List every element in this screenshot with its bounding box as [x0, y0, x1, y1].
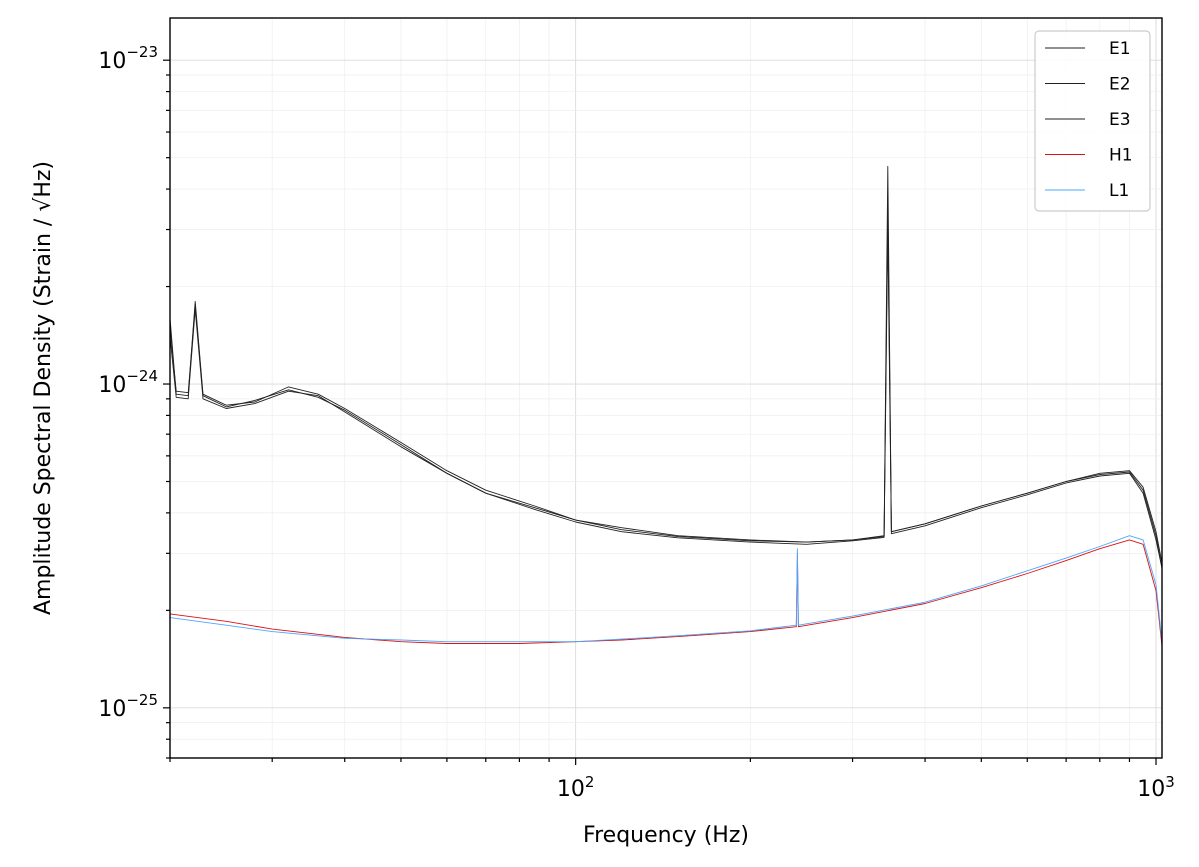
y-tick-label: 10−23	[98, 43, 158, 74]
x-tick-label: 103	[1137, 773, 1175, 802]
series-line-l1	[170, 535, 1162, 643]
y-tick-label: 10−24	[98, 367, 158, 398]
plot-frame	[169, 17, 1163, 759]
series-line-h1	[170, 539, 1162, 647]
y-tick-label: 10−25	[98, 691, 158, 722]
legend-label-e1: E1	[1109, 39, 1131, 59]
legend-box	[1034, 30, 1151, 212]
series-line-e1	[170, 165, 1162, 564]
legend-label-h1: H1	[1109, 146, 1133, 166]
series-line-e2	[170, 207, 1162, 569]
x-tick-label: 102	[557, 773, 595, 802]
series-group	[170, 165, 1162, 647]
legend-label-l1: L1	[1109, 181, 1129, 201]
axis-ticks: 102 103 10−25 10−24 10−23	[98, 43, 1174, 802]
series-line-e3	[170, 229, 1162, 569]
y-axis-label: Amplitude Spectral Density (Strain / √Hz…	[31, 161, 56, 615]
legend: E1 E2 E3 H1 L1	[1034, 30, 1151, 212]
x-axis-label: Frequency (Hz)	[583, 823, 749, 848]
legend-label-e3: E3	[1109, 110, 1131, 130]
grid-lines	[169, 18, 1162, 759]
legend-label-e2: E2	[1109, 75, 1131, 95]
